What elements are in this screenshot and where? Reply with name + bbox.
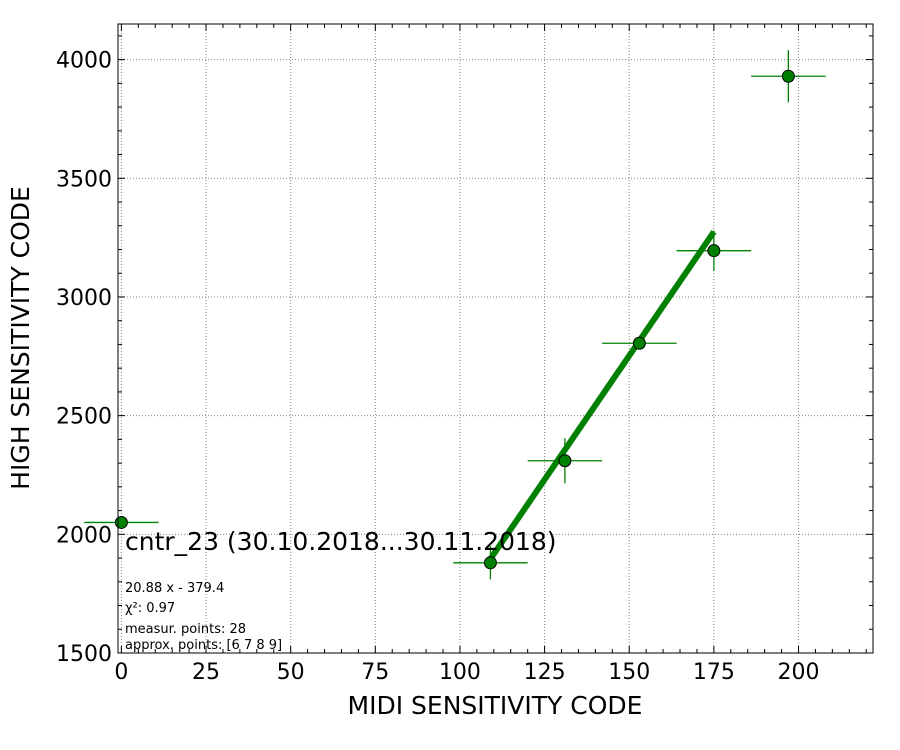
x-tick-label: 100 bbox=[439, 660, 481, 685]
y-tick-label: 2000 bbox=[56, 523, 112, 548]
y-axis-label: HIGH SENSITIVITY CODE bbox=[6, 186, 35, 490]
x-tick-label: 0 bbox=[114, 660, 128, 685]
plot-frame bbox=[117, 23, 874, 654]
data-points bbox=[84, 50, 826, 580]
data-point-3 bbox=[602, 336, 677, 350]
data-point-4 bbox=[676, 230, 752, 271]
data-point-2 bbox=[527, 438, 603, 484]
x-axis-label: MIDI SENSITIVITY CODE bbox=[348, 691, 643, 720]
x-tick-label: 150 bbox=[608, 660, 650, 685]
y-tick-label: 3500 bbox=[56, 167, 112, 192]
x-tick-label: 25 bbox=[192, 660, 220, 685]
annotation-measur-points: measur. points: 28 bbox=[125, 622, 246, 637]
x-tick-label: 200 bbox=[778, 660, 820, 685]
fit-line bbox=[487, 230, 717, 561]
point-marker bbox=[781, 69, 795, 83]
point-marker bbox=[483, 556, 497, 570]
data-point-5 bbox=[751, 50, 826, 103]
x-tick-label: 50 bbox=[277, 660, 305, 685]
point-marker bbox=[632, 336, 646, 350]
y-tick-label: 2500 bbox=[56, 405, 112, 430]
y-tick-label: 1500 bbox=[56, 642, 112, 667]
point-marker bbox=[558, 454, 572, 468]
annotation-approx-points: approx. points: [6 7 8 9] bbox=[125, 638, 282, 653]
data-point-1 bbox=[453, 546, 528, 580]
annotation-chi2: χ²: 0.97 bbox=[125, 601, 175, 616]
point-marker bbox=[707, 244, 721, 258]
x-tick-label: 125 bbox=[524, 660, 566, 685]
axis-ticks: 0 25 50 75 100 125 150 175 200 1500 2000 2500 3000 35… bbox=[56, 24, 873, 685]
x-tick-label: 175 bbox=[693, 660, 735, 685]
x-tick-label: 75 bbox=[361, 660, 389, 685]
y-tick-label: 3000 bbox=[56, 286, 112, 311]
annotation-fit-equation: 20.88 x - 379.4 bbox=[125, 581, 224, 596]
fit-line-group bbox=[487, 230, 717, 561]
y-tick-label: 4000 bbox=[56, 49, 112, 74]
grid bbox=[118, 24, 873, 653]
chart-title: cntr_23 (30.10.2018...30.11.2018) bbox=[125, 527, 557, 556]
